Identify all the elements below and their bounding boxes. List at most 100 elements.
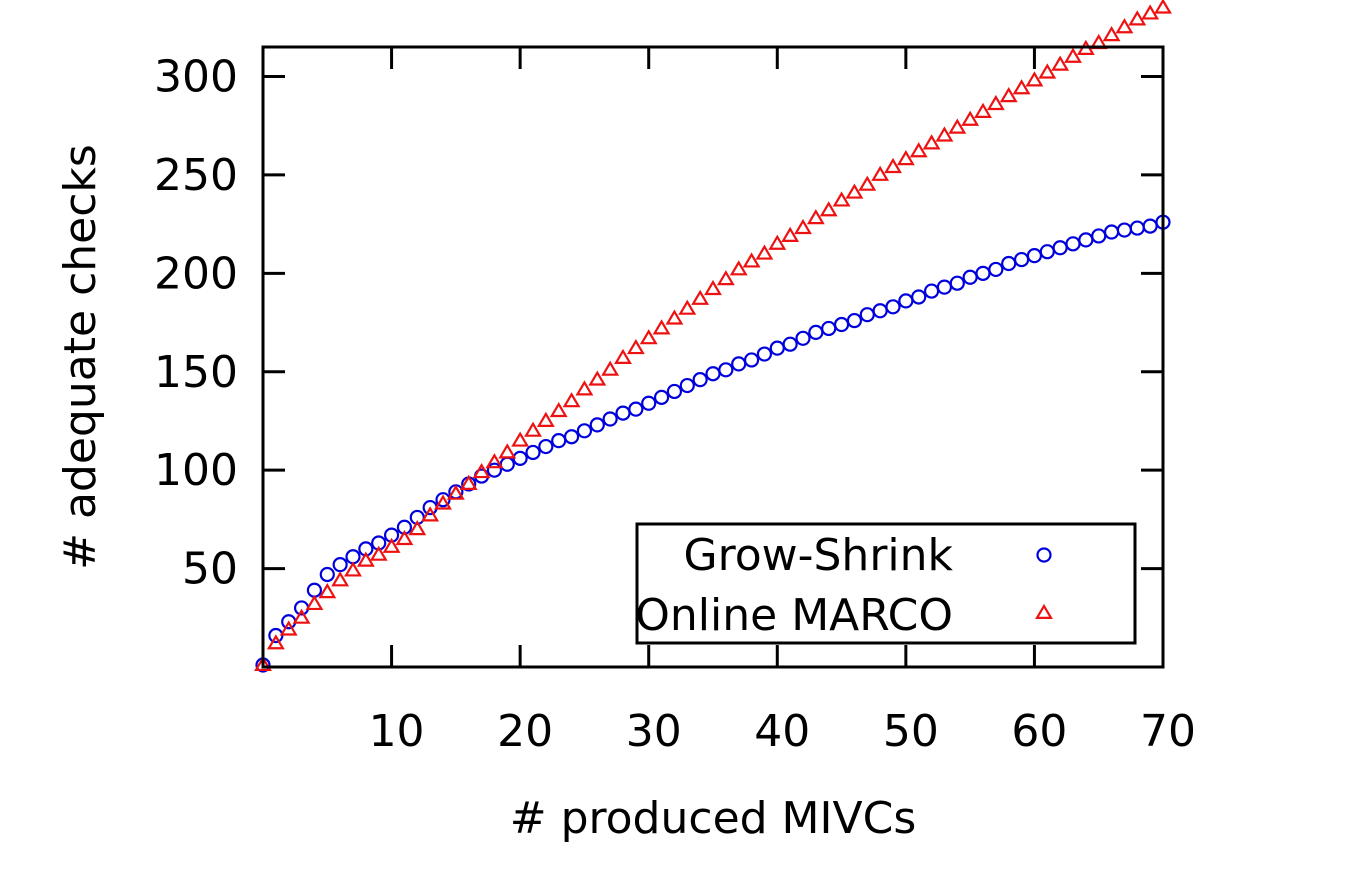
data-point [909,142,928,158]
data-point [486,462,503,478]
data-point [562,392,581,408]
data-point [755,244,774,260]
data-point [499,456,515,472]
data-point [1038,63,1057,79]
data-point [704,279,722,296]
data-point [705,366,721,382]
data-point [962,269,978,285]
data-point [729,260,748,276]
data-point [949,275,965,291]
x-tick-label: 20 [497,706,553,757]
data-point [679,377,695,394]
x-tick-label: 30 [626,706,682,757]
data-point [821,320,837,337]
data-point [872,303,888,319]
series-layer [254,0,1172,673]
data-point [318,583,337,599]
data-point [999,87,1018,103]
data-point [382,537,401,553]
data-point [356,551,375,567]
data-point [1078,232,1094,248]
x-tick-label: 70 [1140,706,1196,757]
legend-marker-triangle [1035,603,1053,620]
data-point [345,549,361,565]
data-point [332,557,348,573]
data-point [935,126,954,142]
data-point [575,380,594,396]
data-point [434,494,452,510]
data-point [1142,218,1158,234]
legend-box [635,522,1137,645]
data-point [266,634,285,650]
data-point [292,608,311,624]
series-online-marco [254,0,1172,672]
data-point [1039,244,1055,260]
data-point [628,401,644,417]
data-point [819,201,838,217]
y-tick-label: 100 [154,445,238,496]
x-tick-label: 10 [369,706,425,757]
data-point [1115,18,1134,34]
data-point [1141,4,1160,20]
data-point [1102,26,1121,42]
data-point [806,209,825,225]
y-axis-title: # adequate checks [55,144,106,570]
data-point [768,234,787,250]
data-point [1001,255,1017,272]
data-point [319,566,335,583]
data-point [511,431,530,447]
data-point [718,362,734,378]
data-point [652,319,671,335]
data-point [549,401,568,418]
data-point [756,346,773,362]
data-point [1064,47,1082,63]
data-point [524,421,542,437]
data-point [576,423,593,439]
plot-frame [261,45,1165,669]
data-point [743,352,760,368]
y-tick-label: 50 [182,544,238,595]
data-point [911,289,927,305]
data-point [1051,55,1070,71]
x-tick-label: 50 [883,706,939,757]
y-tick-label: 150 [154,347,238,398]
data-point [986,94,1005,111]
data-point [498,443,517,459]
data-point [525,444,541,461]
data-point [536,411,555,427]
data-point [961,110,980,126]
data-point [833,316,850,333]
data-point [794,218,812,235]
legend-label-online-marco: Online MARCO [635,590,953,641]
data-point [344,561,362,577]
data-point [446,484,465,500]
y-axis-ticks: 50 100 150 200 250 300 [154,52,1163,595]
data-point [692,372,708,388]
data-point [716,270,735,286]
data-point [306,582,323,598]
data-point [369,545,388,561]
data-point [988,261,1004,278]
data-point [1013,251,1030,268]
data-point [846,312,863,329]
data-point [653,389,670,405]
legend-label-grow-shrink: Grow-Shrink [684,530,954,581]
data-point [678,299,697,315]
data-point [922,134,941,150]
data-point [601,360,620,376]
data-point [279,620,298,636]
y-tick-label: 300 [154,52,238,103]
data-point [782,336,798,352]
data-point [1128,10,1147,26]
x-tick-label: 60 [1011,706,1067,757]
data-point [1025,71,1044,87]
data-point [898,293,914,309]
data-point [538,438,554,455]
data-point [472,462,491,479]
data-point [884,157,902,174]
data-point [1012,79,1031,95]
data-point [459,474,478,490]
data-point [1116,222,1133,238]
data-point [626,338,645,355]
data-point [563,429,580,445]
